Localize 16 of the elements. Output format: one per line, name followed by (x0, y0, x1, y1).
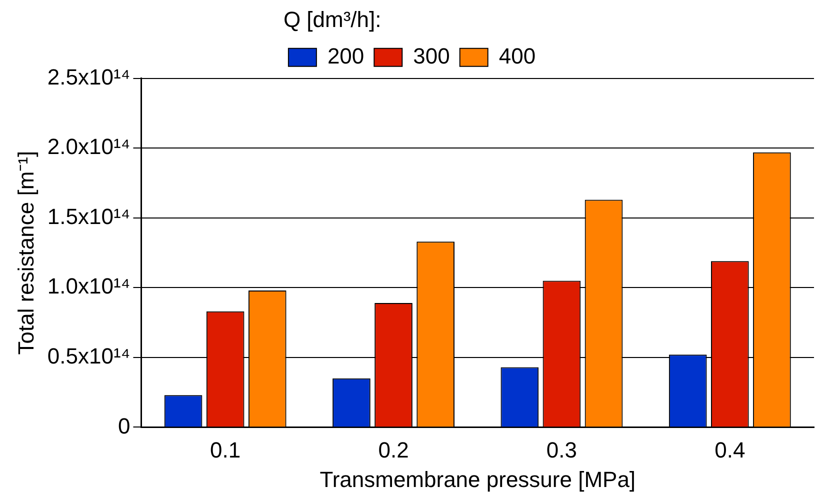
y-axis-title: Total resistance [m⁻¹] (13, 150, 38, 355)
y-tick-label: 1.0x10¹⁴ (47, 274, 130, 299)
y-tick-label: 0 (118, 413, 130, 438)
legend-label: 300 (413, 43, 450, 68)
legend-title: Q [dm³/h]: (283, 7, 382, 32)
y-tick-label: 1.5x10¹⁴ (47, 204, 130, 229)
x-tick-label: 0.3 (546, 437, 578, 462)
legend-label: 400 (498, 43, 536, 68)
x-axis-title: Transmembrane pressure [MPa] (320, 466, 636, 492)
x-tick-label: 0.1 (210, 437, 241, 462)
x-tick-label: 0.4 (714, 437, 746, 462)
y-tick-label: 2.5x10¹⁴ (47, 64, 130, 90)
y-tick-label: 0.5x10¹⁴ (47, 344, 130, 369)
y-tick-label: 2.0x10¹⁴ (47, 134, 130, 160)
x-tick-label: 0.2 (378, 437, 409, 462)
legend-label: 200 (327, 43, 364, 68)
